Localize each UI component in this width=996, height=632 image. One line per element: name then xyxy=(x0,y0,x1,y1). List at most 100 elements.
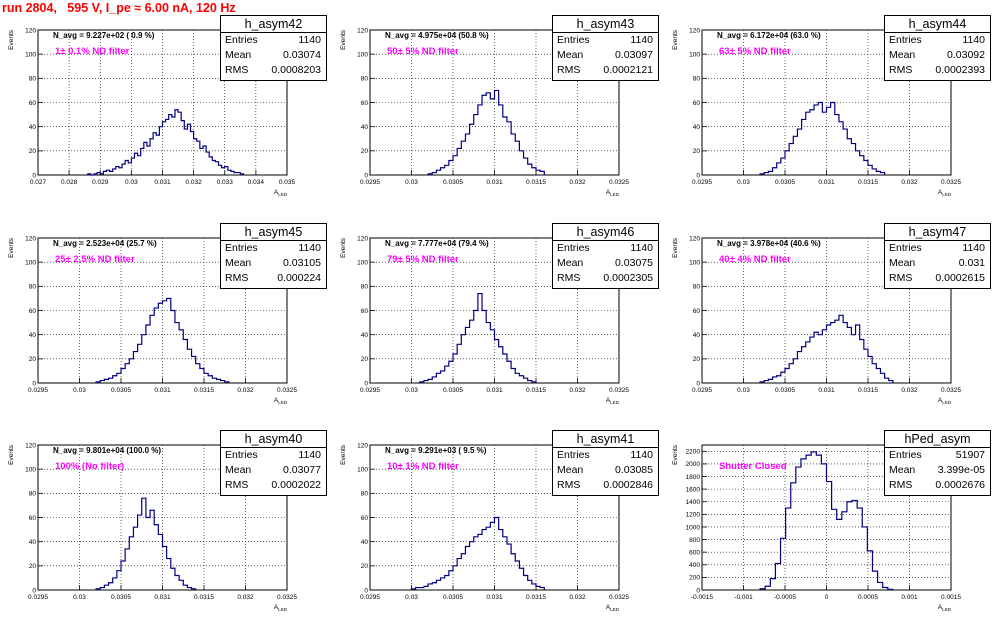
stats-label-entries: Entries xyxy=(889,34,922,46)
x-tick-label: 0.0295 xyxy=(28,594,48,601)
x-tick-label: 0.03 xyxy=(405,387,418,394)
x-tick-label: 0.0015 xyxy=(941,594,961,601)
x-tick-label: 0.0325 xyxy=(609,179,629,186)
histogram-panel-h_asym42: 0.027 0.028 0.029 0.03 0.031 0.032 0.033 0.034 0… xyxy=(0,10,332,217)
x-tick-label: -0.0005 xyxy=(774,594,796,601)
stats-row-mean: Mean 0.03092 xyxy=(885,48,990,63)
stats-label-entries: Entries xyxy=(225,242,258,254)
x-tick-label: 0.0305 xyxy=(443,179,463,186)
stats-row-rms: RMS 0.0002676 xyxy=(885,478,990,493)
stats-row-rms: RMS 0.0002022 xyxy=(221,478,326,493)
stats-label-mean: Mean xyxy=(225,49,252,61)
y-tick-label: 0 xyxy=(32,587,36,594)
y-tick-label: 40 xyxy=(29,124,37,131)
y-tick-label: 20 xyxy=(361,356,369,363)
y-tick-label: 20 xyxy=(693,148,701,155)
stats-value-rms: 0.0002615 xyxy=(935,272,985,284)
histogram-line xyxy=(87,109,245,176)
y-tick-label: 1200 xyxy=(686,512,701,519)
navg-label: N_avg = 9.801e+04 (100.0 %) xyxy=(53,446,161,455)
x-tick-label: 0.0325 xyxy=(609,387,629,394)
x-tick-label: 0.031 xyxy=(486,387,503,394)
y-tick-label: 120 xyxy=(357,27,368,34)
y-tick-label: 120 xyxy=(689,27,700,34)
x-tick-label: 0.03 xyxy=(405,594,418,601)
stats-value-rms: 0.0002121 xyxy=(603,64,653,76)
histogram-line xyxy=(759,314,894,383)
stats-label-rms: RMS xyxy=(225,272,249,284)
stats-label-rms: RMS xyxy=(557,272,581,284)
x-axis-label: ALED xyxy=(938,189,952,197)
stats-label-mean: Mean xyxy=(557,464,584,476)
y-tick-label: 60 xyxy=(693,308,701,315)
y-tick-label: 0 xyxy=(364,172,368,179)
x-tick-label: 0.031 xyxy=(486,179,503,186)
y-axis-label: Events xyxy=(672,237,679,258)
y-axis-label: Events xyxy=(8,444,15,465)
histogram-panel-h_asym45: 0.0295 0.03 0.0305 0.031 0.0315 0.032 0.0325 0 2… xyxy=(0,218,332,425)
stats-label-rms: RMS xyxy=(225,64,249,76)
stats-box: h_asym47 Entries 1140 Mean 0.031 RMS 0.0002615 xyxy=(884,223,991,289)
histogram-line xyxy=(759,451,894,590)
x-tick-label: 0.0315 xyxy=(858,387,878,394)
x-tick-label: -0.0015 xyxy=(691,594,713,601)
y-tick-label: 40 xyxy=(29,332,37,339)
stats-box: h_asym45 Entries 1140 Mean 0.03105 RMS 0.00022… xyxy=(220,223,327,289)
y-tick-label: 0 xyxy=(696,380,700,387)
stats-value-entries: 1140 xyxy=(630,449,653,461)
y-axis-label: Events xyxy=(672,444,679,465)
x-tick-label: 0.032 xyxy=(569,594,586,601)
stats-row-entries: Entries 1140 xyxy=(553,241,658,256)
x-tick-label: 0.029 xyxy=(92,179,109,186)
stats-row-mean: Mean 0.031 xyxy=(885,256,990,271)
stats-value-mean: 0.03077 xyxy=(283,464,321,476)
y-tick-label: 1400 xyxy=(686,499,701,506)
stats-value-entries: 1140 xyxy=(298,449,321,461)
stats-row-entries: Entries 1140 xyxy=(221,33,326,48)
stats-label-entries: Entries xyxy=(557,449,590,461)
stats-title: h_asym47 xyxy=(885,224,990,241)
y-axis-label: Events xyxy=(672,29,679,50)
x-tick-label: 0.0325 xyxy=(941,387,961,394)
x-tick-label: 0.0295 xyxy=(360,179,380,186)
y-tick-label: 20 xyxy=(29,563,37,570)
x-tick-label: 0.035 xyxy=(279,179,296,186)
stats-value-entries: 1140 xyxy=(962,242,985,254)
stats-value-mean: 0.03105 xyxy=(283,257,321,269)
stats-row-entries: Entries 1140 xyxy=(221,448,326,463)
x-tick-label: 0.0295 xyxy=(692,387,712,394)
y-tick-label: 80 xyxy=(693,76,701,83)
y-tick-label: 0 xyxy=(696,172,700,179)
stats-row-rms: RMS 0.0002305 xyxy=(553,271,658,286)
x-tick-label: 0.032 xyxy=(237,594,254,601)
y-tick-label: 20 xyxy=(361,148,369,155)
stats-row-entries: Entries 1140 xyxy=(885,241,990,256)
stats-label-entries: Entries xyxy=(557,34,590,46)
x-tick-label: 0.03 xyxy=(73,387,86,394)
y-tick-label: 40 xyxy=(361,124,369,131)
x-tick-label: -0.001 xyxy=(734,594,753,601)
stats-value-entries: 1140 xyxy=(630,34,653,46)
x-tick-label: 0.031 xyxy=(154,387,171,394)
y-axis-label: Events xyxy=(8,237,15,258)
histogram-plot: 0.0295 0.03 0.0305 0.031 0.0315 0.032 0.0325 0 2… xyxy=(340,442,629,612)
stats-label-rms: RMS xyxy=(225,479,249,491)
histogram-panel-h_asym40: 0.0295 0.03 0.0305 0.031 0.0315 0.032 0.0325 0 2… xyxy=(0,425,332,632)
stats-label-entries: Entries xyxy=(225,34,258,46)
stats-title: h_asym45 xyxy=(221,224,326,241)
x-tick-label: 0.0315 xyxy=(194,387,214,394)
y-tick-label: 40 xyxy=(693,332,701,339)
y-tick-label: 100 xyxy=(357,51,368,58)
stats-row-rms: RMS 0.0002121 xyxy=(553,63,658,78)
stats-value-rms: 0.0002305 xyxy=(603,272,653,284)
stats-row-mean: Mean 0.03077 xyxy=(221,463,326,478)
stats-row-mean: Mean 0.03074 xyxy=(221,48,326,63)
x-axis-label: ALED xyxy=(274,397,288,405)
y-tick-label: 20 xyxy=(29,356,37,363)
stats-row-mean: Mean 0.03085 xyxy=(553,463,658,478)
stats-label-mean: Mean xyxy=(889,49,916,61)
stats-row-mean: Mean 0.03075 xyxy=(553,256,658,271)
x-tick-label: 0.0295 xyxy=(692,179,712,186)
stats-row-mean: Mean 0.03097 xyxy=(553,48,658,63)
filter-annotation: 1± 0.1% ND filter xyxy=(55,46,130,57)
